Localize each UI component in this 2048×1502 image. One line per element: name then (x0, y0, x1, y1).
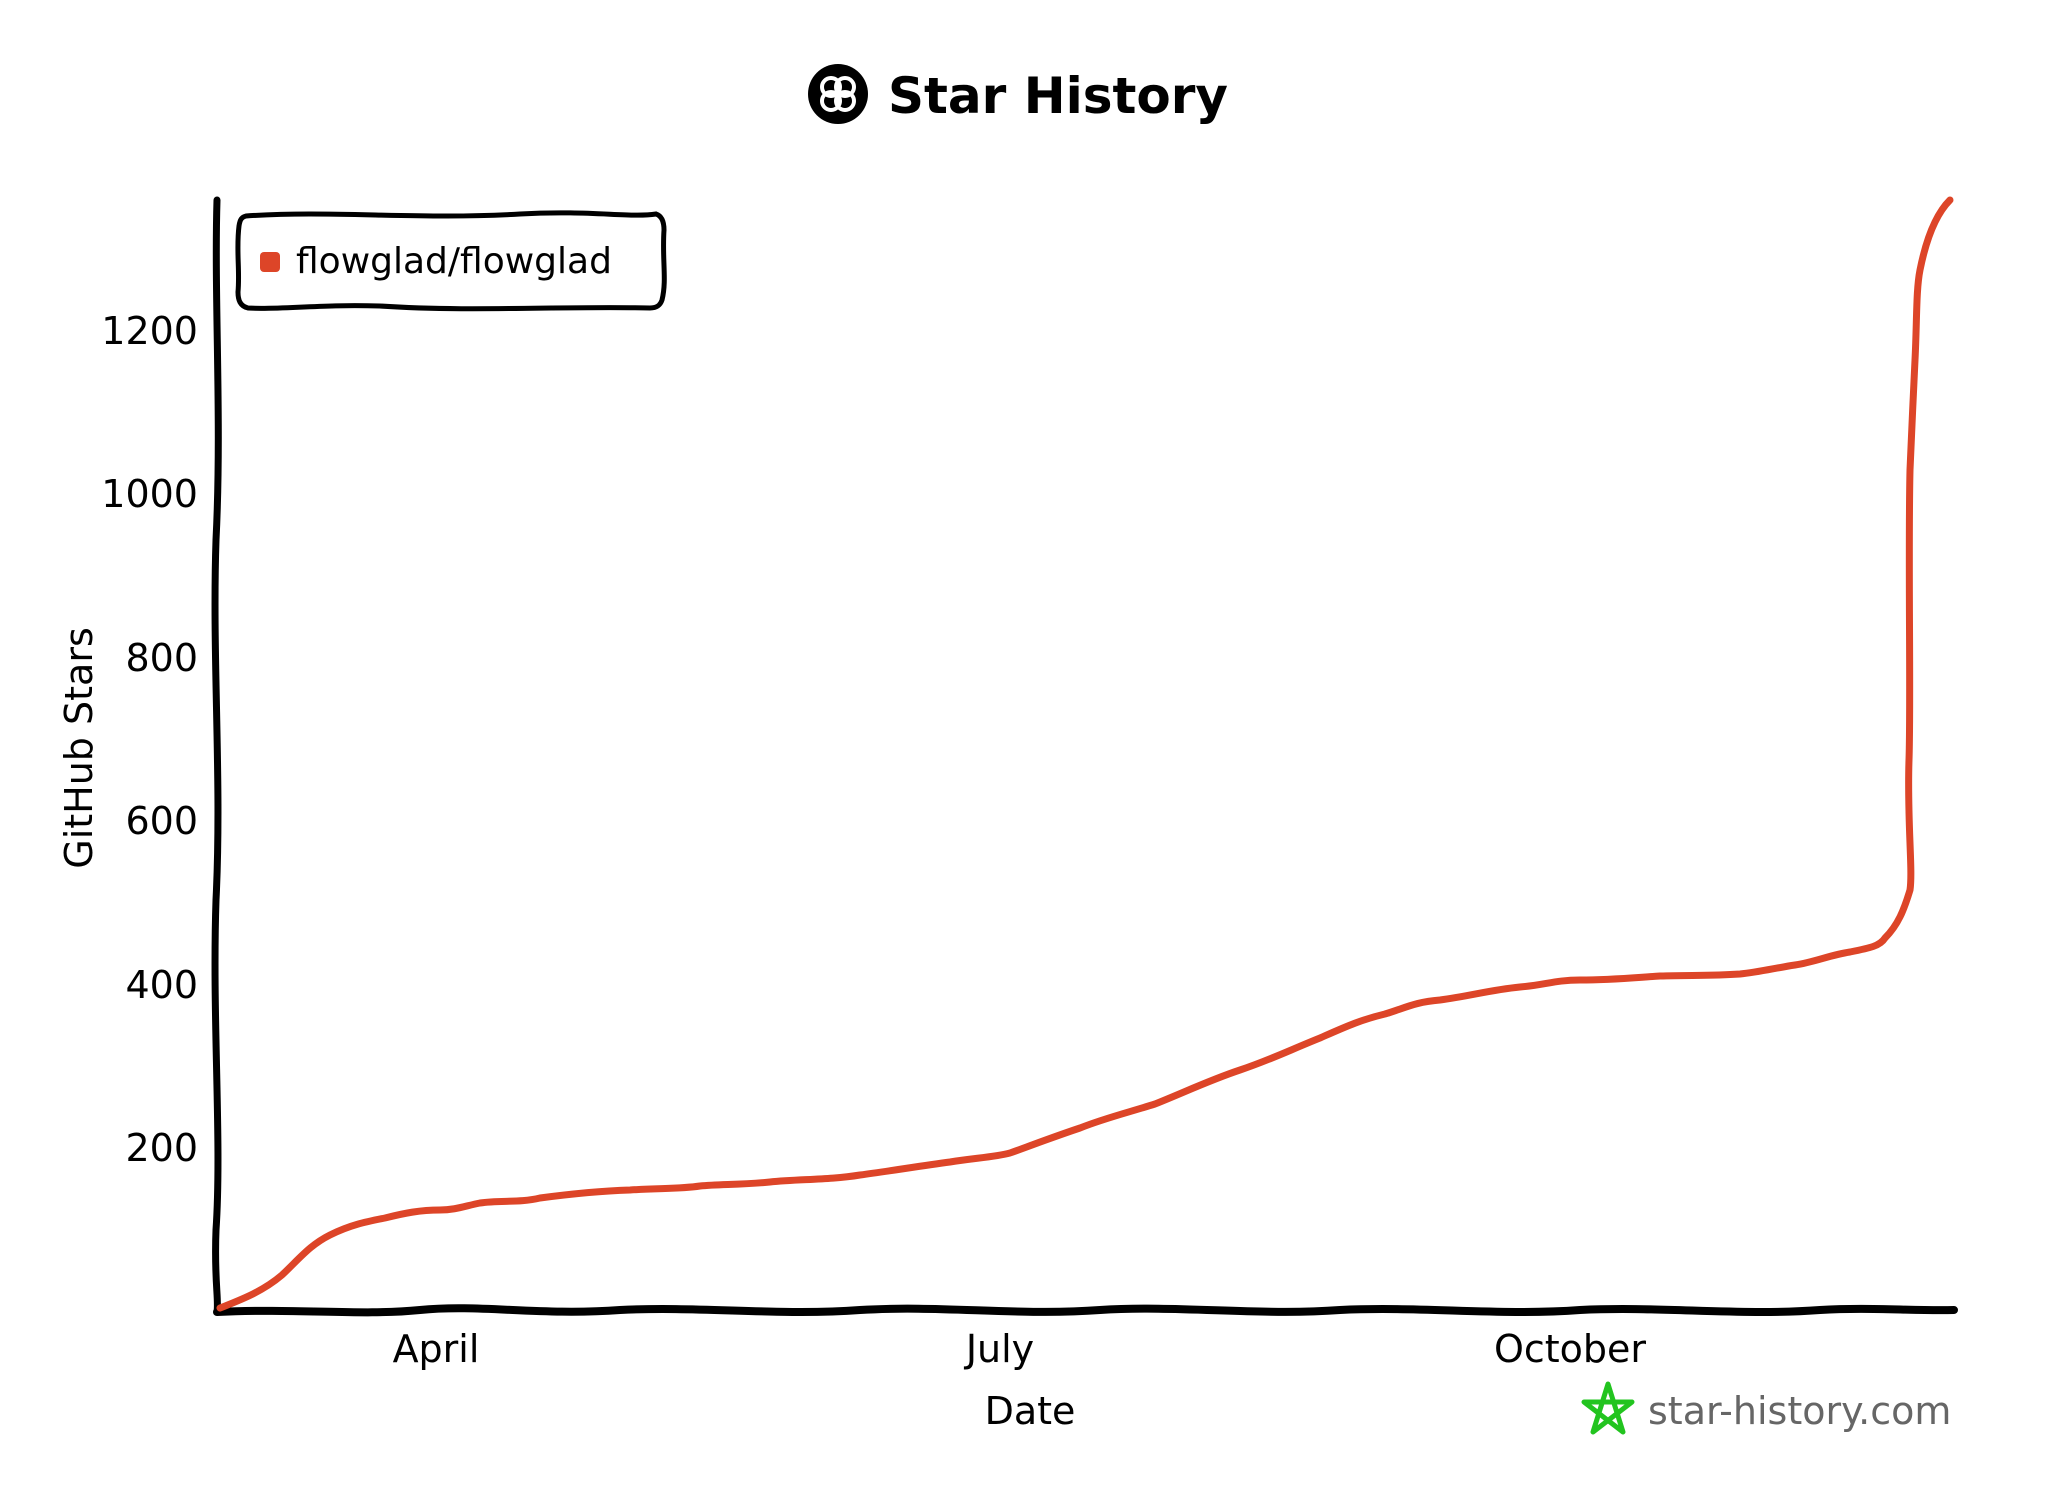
watermark-text: star-history.com (1648, 1389, 1951, 1433)
y-axis-ticks: 200 400 600 800 1000 1200 (101, 309, 198, 1170)
green-star-icon (1581, 1381, 1635, 1435)
star-history-logo-icon (808, 64, 868, 124)
y-tick-label: 600 (125, 799, 198, 843)
y-tick-label: 800 (125, 636, 198, 680)
star-history-link[interactable]: star-history.com (1581, 1381, 1951, 1435)
x-axis-ticks: April July October (393, 1327, 1647, 1371)
legend-item-flowglad[interactable]: flowglad/flowglad (260, 241, 612, 282)
chart-header: Star History (808, 64, 1228, 125)
legend-box (235, 210, 667, 312)
series-line-flowglad (216, 196, 1954, 1312)
y-axis-line (211, 196, 222, 1316)
y-axis-title: GitHub Stars (57, 627, 101, 869)
x-axis-line (213, 1304, 1958, 1317)
legend: flowglad/flowglad (235, 210, 667, 312)
y-tick-label: 1000 (101, 472, 198, 516)
x-tick-label: October (1494, 1327, 1646, 1371)
y-tick-label: 400 (125, 963, 198, 1007)
x-tick-label: July (964, 1327, 1034, 1371)
chart-title: Star History (888, 67, 1228, 125)
x-tick-label: April (393, 1327, 480, 1371)
legend-label: flowglad/flowglad (296, 241, 612, 282)
y-tick-label: 200 (125, 1126, 198, 1170)
legend-swatch (260, 252, 280, 272)
x-axis-title: Date (985, 1389, 1076, 1433)
y-tick-label: 1200 (101, 309, 198, 353)
